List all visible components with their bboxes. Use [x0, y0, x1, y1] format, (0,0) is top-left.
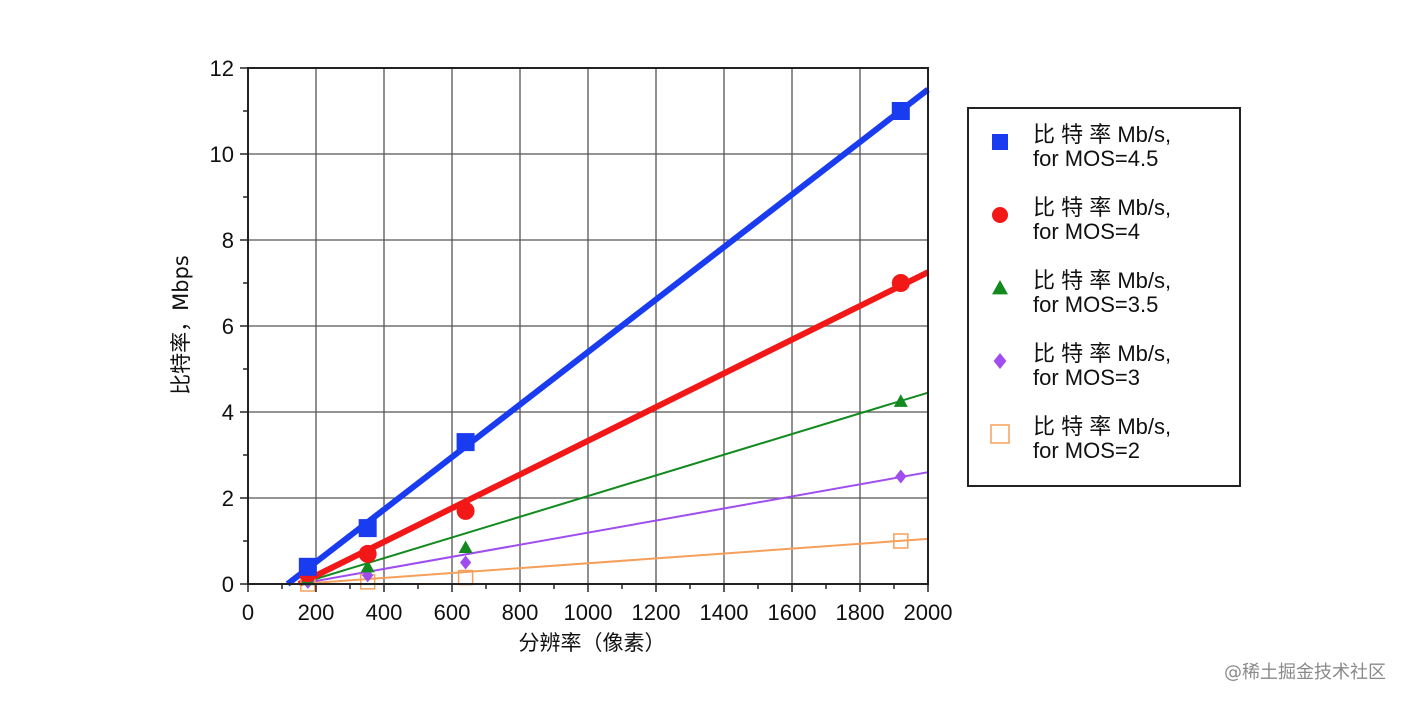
legend-label-line2: for MOS=2 [1033, 438, 1140, 463]
axes [240, 67, 929, 592]
grid [248, 68, 928, 584]
legend-marker [992, 134, 1008, 150]
y-tick-label: 12 [210, 56, 234, 81]
legend-label-line1: 比 特 率 Mb/s, [1033, 341, 1171, 366]
x-tick-label: 1800 [836, 600, 885, 625]
legend-marker [992, 207, 1008, 223]
legend-label-line1: 比 特 率 Mb/s, [1033, 414, 1171, 439]
fit-line [298, 537, 929, 585]
legend: 比 特 率 Mb/s,for MOS=4.5比 特 率 Mb/s,for MOS… [967, 107, 1241, 487]
data-point [895, 469, 907, 484]
y-tick-label: 10 [210, 142, 234, 167]
data-point [893, 394, 908, 407]
x-tick-label: 1200 [632, 600, 681, 625]
x-tick-label: 800 [502, 600, 539, 625]
legend-marker [993, 353, 1007, 369]
watermark: @稀土掘金技术社区 [1224, 662, 1386, 683]
fit-lines [285, 87, 930, 587]
legend-label-line1: 比 特 率 Mb/s, [1033, 195, 1171, 220]
data-point [358, 544, 377, 563]
y-tick-label: 6 [222, 314, 234, 339]
x-tick-label: 1400 [700, 600, 749, 625]
y-tick-label: 2 [222, 486, 234, 511]
tick-labels: 0 200 400 600 800 1000 1200 1400 1600 1800 2000 0 2 4… [210, 56, 953, 625]
x-axis-title: 分辨率（像素） [519, 631, 666, 655]
fit-line [298, 471, 929, 585]
y-tick-label: 0 [222, 572, 234, 597]
fit-line [298, 391, 929, 585]
y-tick-label: 4 [222, 400, 234, 425]
legend-box [967, 107, 1241, 487]
data-point [298, 557, 317, 576]
x-tick-label: 400 [366, 600, 403, 625]
data-point [460, 555, 472, 570]
fit-line [285, 87, 930, 587]
data-point [891, 102, 910, 120]
x-tick-label: 0 [242, 600, 254, 625]
data-point [456, 433, 475, 452]
legend-label-line2: for MOS=3 [1033, 365, 1140, 390]
data-point [458, 540, 473, 554]
legend-label-line2: for MOS=4.5 [1033, 146, 1158, 171]
y-tick-label: 8 [222, 228, 234, 253]
legend-marker [990, 424, 1010, 444]
x-tick-label: 200 [298, 600, 335, 625]
x-tick-label: 1600 [768, 600, 817, 625]
legend-label-line2: for MOS=4 [1033, 219, 1140, 244]
y-axis-title: 比特率，Mbps [169, 255, 193, 395]
data-point [360, 559, 375, 573]
data-point [893, 533, 909, 549]
legend-marker [992, 280, 1008, 295]
data-point [358, 519, 377, 538]
data-point [456, 501, 475, 520]
x-tick-label: 2000 [904, 600, 953, 625]
fit-line [297, 269, 930, 587]
legend-label-line1: 比 特 率 Mb/s, [1033, 268, 1171, 293]
data-point [891, 274, 910, 292]
x-tick-label: 600 [434, 600, 471, 625]
x-tick-label: 1000 [564, 600, 613, 625]
legend-label-line2: for MOS=3.5 [1033, 292, 1158, 317]
legend-label-line1: 比 特 率 Mb/s, [1033, 122, 1171, 147]
